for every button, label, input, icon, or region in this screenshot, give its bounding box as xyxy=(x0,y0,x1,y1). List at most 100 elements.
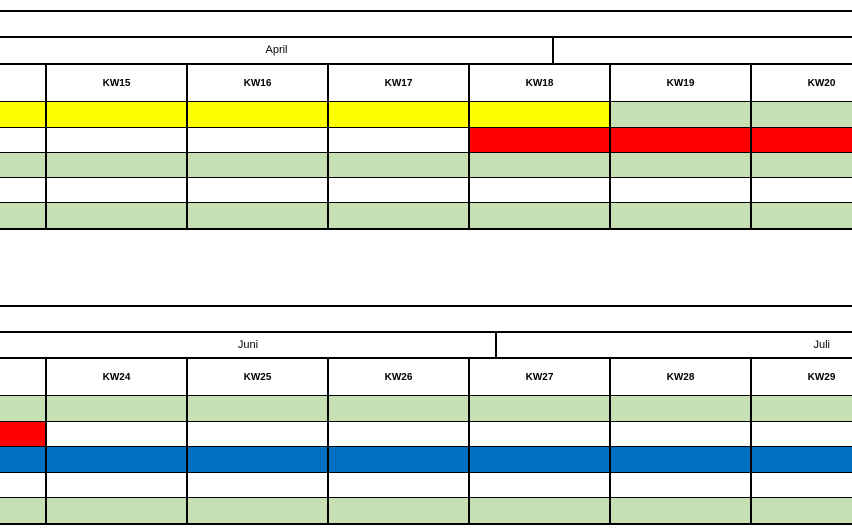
schedule-cell[interactable] xyxy=(469,446,610,472)
schedule-cell[interactable] xyxy=(46,421,187,446)
schedule-cell[interactable] xyxy=(0,472,46,497)
week-header: KW20 xyxy=(807,77,836,89)
schedule-cell[interactable] xyxy=(0,396,46,421)
schedule-cell[interactable] xyxy=(751,472,852,497)
schedule-cell[interactable] xyxy=(187,177,328,202)
week-header: KW25 xyxy=(243,371,272,383)
grid-line xyxy=(0,472,852,473)
schedule-cell[interactable] xyxy=(751,421,852,446)
week-header: KW29 xyxy=(807,371,836,383)
schedule-cell[interactable] xyxy=(46,446,187,472)
schedule-cell[interactable] xyxy=(328,472,469,497)
schedule-cell[interactable] xyxy=(0,102,46,127)
schedule-cell[interactable] xyxy=(46,497,187,523)
schedule-cell[interactable] xyxy=(0,202,46,228)
schedule-cell[interactable] xyxy=(610,497,751,523)
schedule-cell[interactable] xyxy=(46,396,187,421)
schedule-cell[interactable] xyxy=(610,396,751,421)
week-header: KW16 xyxy=(243,77,272,89)
schedule-cell[interactable] xyxy=(46,102,187,127)
schedule-cell[interactable] xyxy=(469,497,610,523)
schedule-cell[interactable] xyxy=(751,127,852,152)
schedule-cell[interactable] xyxy=(751,497,852,523)
schedule-cell[interactable] xyxy=(610,102,751,127)
schedule-cell[interactable] xyxy=(46,472,187,497)
month-header-april: April xyxy=(265,44,288,56)
schedule-cell[interactable] xyxy=(469,396,610,421)
schedule-cell[interactable] xyxy=(328,177,469,202)
schedule-cell[interactable] xyxy=(46,202,187,228)
schedule-cell[interactable] xyxy=(0,497,46,523)
schedule-cell[interactable] xyxy=(187,102,328,127)
schedule-cell[interactable] xyxy=(469,177,610,202)
schedule-cell[interactable] xyxy=(751,396,852,421)
month-header-juli: Juli xyxy=(813,338,830,351)
schedule-cell[interactable] xyxy=(328,446,469,472)
schedule-cell[interactable] xyxy=(187,497,328,523)
schedule-cell[interactable] xyxy=(469,127,610,152)
grid-line xyxy=(186,357,188,523)
schedule-cell[interactable] xyxy=(469,472,610,497)
schedule-cell[interactable] xyxy=(610,127,751,152)
week-header: KW15 xyxy=(102,77,131,89)
schedule-cell[interactable] xyxy=(187,202,328,228)
month-header-empty xyxy=(554,37,852,63)
grid-line xyxy=(186,63,188,228)
schedule-cell[interactable] xyxy=(0,446,46,472)
schedule-cell[interactable] xyxy=(610,152,751,177)
schedule-cell[interactable] xyxy=(751,152,852,177)
grid-line xyxy=(750,63,752,228)
schedule-cell[interactable] xyxy=(610,472,751,497)
schedule-cell[interactable] xyxy=(0,152,46,177)
schedule-cell[interactable] xyxy=(610,446,751,472)
week-header: KW24 xyxy=(102,371,131,383)
schedule-cell[interactable] xyxy=(751,446,852,472)
schedule-cell[interactable] xyxy=(328,102,469,127)
month-header-juni: Juni xyxy=(237,338,259,351)
schedule-cell[interactable] xyxy=(187,421,328,446)
schedule-cell[interactable] xyxy=(187,127,328,152)
schedule-cell[interactable] xyxy=(328,497,469,523)
schedule-cell[interactable] xyxy=(610,177,751,202)
schedule-cell[interactable] xyxy=(328,421,469,446)
grid-line xyxy=(0,357,852,359)
schedule-cell[interactable] xyxy=(469,152,610,177)
schedule-cell[interactable] xyxy=(187,152,328,177)
schedule-cell[interactable] xyxy=(328,127,469,152)
grid-line xyxy=(552,37,554,63)
schedule-cell[interactable] xyxy=(187,472,328,497)
schedule-cell[interactable] xyxy=(469,202,610,228)
schedule-cell[interactable] xyxy=(46,127,187,152)
schedule-cell[interactable] xyxy=(328,202,469,228)
schedule-cell[interactable] xyxy=(610,202,751,228)
week-header: KW18 xyxy=(525,77,554,89)
grid-line xyxy=(0,228,852,230)
week-header: KW26 xyxy=(384,371,413,383)
grid-line xyxy=(0,446,852,447)
schedule-cell[interactable] xyxy=(751,202,852,228)
grid-line xyxy=(45,357,47,523)
schedule-cell[interactable] xyxy=(610,421,751,446)
schedule-cell[interactable] xyxy=(187,446,328,472)
schedule-cell[interactable] xyxy=(0,421,46,446)
schedule-cell[interactable] xyxy=(46,177,187,202)
grid-line xyxy=(327,357,329,523)
schedule-cell[interactable] xyxy=(0,177,46,202)
grid-line xyxy=(45,63,47,228)
schedule-cell[interactable] xyxy=(751,102,852,127)
schedule-cell[interactable] xyxy=(469,421,610,446)
grid-line xyxy=(609,63,611,228)
grid-line xyxy=(609,357,611,523)
schedule-cell[interactable] xyxy=(328,396,469,421)
grid-line xyxy=(327,63,329,228)
schedule-cell[interactable] xyxy=(328,152,469,177)
schedule-cell[interactable] xyxy=(751,177,852,202)
week-header: KW17 xyxy=(384,77,413,89)
schedule-cell[interactable] xyxy=(0,127,46,152)
schedule-cell[interactable] xyxy=(46,152,187,177)
grid-line xyxy=(0,523,852,525)
grid-line xyxy=(468,357,470,523)
grid-line xyxy=(0,152,852,153)
schedule-cell[interactable] xyxy=(469,102,610,127)
schedule-cell[interactable] xyxy=(187,396,328,421)
